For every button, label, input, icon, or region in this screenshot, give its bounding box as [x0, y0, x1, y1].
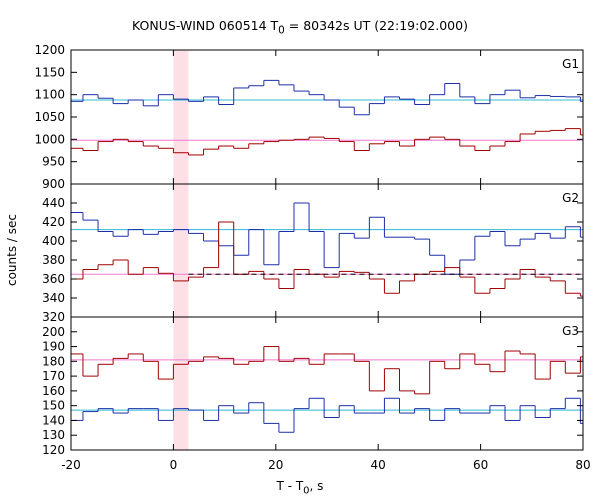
g3-y-tick-label: 160 — [42, 384, 65, 398]
g3-y-tick-label: 200 — [42, 325, 65, 339]
g2-y-tick-label: 340 — [42, 291, 65, 305]
highlight-interval — [173, 50, 189, 450]
x-tick-label: 60 — [473, 458, 488, 472]
g2-y-tick-label: 400 — [42, 234, 65, 248]
g2-y-tick-label: 420 — [42, 215, 65, 229]
y-axis-label: counts / sec — [5, 213, 19, 287]
chart-title: KONUS-WIND 060514 T0 = 80342s UT (22:19:… — [0, 18, 600, 37]
chart-title-suffix: = 80342s UT (22:19:02.000) — [284, 18, 468, 33]
x-tick-label: 80 — [575, 458, 590, 472]
g3-y-tick-label: 170 — [42, 369, 65, 383]
x-axis-label-prefix: T - T — [276, 479, 304, 493]
x-axis-label: T - T0, s — [0, 479, 600, 496]
g2-frame — [70, 183, 584, 318]
g3-y-tick-label: 140 — [42, 413, 65, 427]
g3-y-tick-label: 130 — [42, 428, 65, 442]
g2-y-tick-label: 440 — [42, 196, 65, 210]
g1-y-tick-label: 1200 — [34, 43, 65, 57]
g2-y-tick-label: 320 — [42, 310, 65, 324]
chart-title-prefix: KONUS-WIND 060514 T — [132, 18, 279, 33]
g3-frame — [70, 316, 584, 451]
g3-series-0 — [71, 346, 583, 395]
g1-frame — [70, 49, 584, 185]
g3-panel-label: G3 — [562, 324, 579, 338]
g3-y-tick-label: 190 — [42, 340, 65, 354]
x-tick-label: 20 — [268, 458, 283, 472]
g1-y-tick-label: 950 — [42, 155, 65, 169]
x-tick-label: -20 — [61, 458, 81, 472]
g1-y-tick-label: 1050 — [34, 110, 65, 124]
g1-y-tick-label: 1000 — [34, 132, 65, 146]
x-tick-label: 0 — [170, 458, 178, 472]
g1-y-tick-label: 900 — [42, 177, 65, 191]
g1-series-1 — [71, 128, 583, 156]
x-axis-label-suffix: , s — [309, 479, 324, 493]
g3-y-tick-label: 120 — [42, 443, 65, 457]
g1-y-tick-label: 1150 — [34, 65, 65, 79]
g2-y-tick-label: 360 — [42, 272, 65, 286]
x-axis-label-subscript: 0 — [303, 485, 310, 497]
g3-y-tick-label: 150 — [42, 399, 65, 413]
chart-title-subscript: 0 — [278, 24, 285, 37]
x-tick-label: 40 — [371, 458, 386, 472]
g2-series-1 — [71, 221, 583, 297]
g2-panel-label: G2 — [562, 191, 579, 205]
g1-series-0 — [71, 79, 583, 116]
g2-y-tick-label: 380 — [42, 253, 65, 267]
g1-y-tick-label: 1100 — [34, 88, 65, 102]
g3-y-tick-label: 180 — [42, 354, 65, 368]
g1-panel-label: G1 — [562, 57, 579, 71]
g3-series-1 — [71, 397, 583, 433]
g2-series-0 — [71, 202, 583, 275]
